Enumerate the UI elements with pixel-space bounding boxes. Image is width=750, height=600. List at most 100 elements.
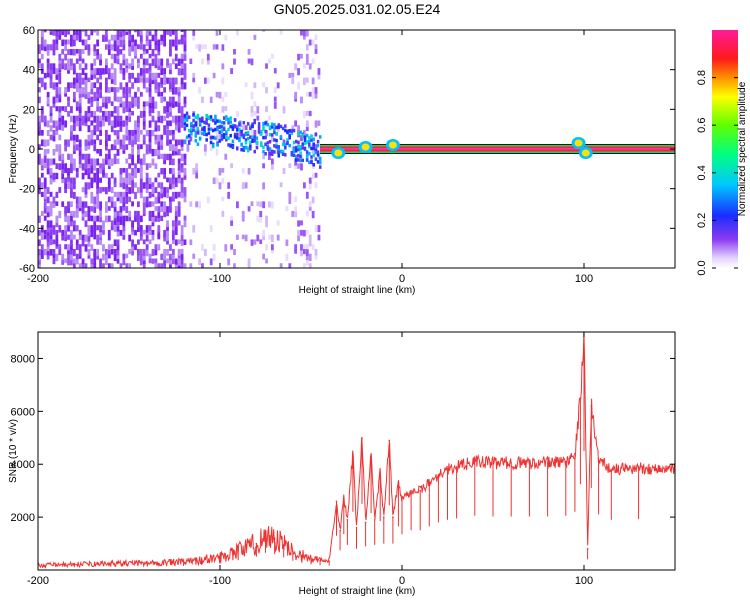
spectrogram-cell: [122, 39, 126, 45]
spectrogram-cell: [52, 129, 56, 137]
spectrogram-cell: [104, 139, 108, 146]
spectrogram-band-cell: [196, 116, 200, 120]
spectrogram-cell: [38, 120, 41, 127]
spectrogram-cell: [142, 263, 146, 268]
spectrogram-cell: [311, 196, 315, 204]
spectrogram-cell: [49, 30, 53, 35]
spectrogram-band-cell: [238, 122, 241, 126]
spectrogram-cell: [169, 201, 172, 207]
spectrogram-cell: [160, 253, 164, 261]
spectrogram-band-cell: [246, 148, 250, 153]
spectrogram-cell: [70, 39, 73, 47]
spectrogram-band-cell: [244, 138, 248, 142]
spectrogram-cell: [72, 210, 76, 218]
spectrogram-cell: [113, 44, 117, 52]
spectrogram-cell: [157, 263, 161, 268]
snr-point: [346, 518, 349, 521]
spectrogram-cell: [288, 196, 292, 205]
spectrogram-cell: [84, 82, 88, 90]
spectrogram-cell: [157, 58, 161, 66]
spectrogram-cell: [113, 239, 117, 247]
spectrogram-cell: [314, 253, 318, 260]
spectrogram-cell: [67, 201, 70, 209]
spectrogram-cell: [177, 96, 181, 103]
spectrogram-cell: [119, 68, 123, 74]
spectrogram-cell: [67, 68, 70, 74]
snr-point: [273, 537, 276, 540]
spectrogram-cell: [317, 68, 321, 75]
spectrogram-cell: [154, 139, 158, 145]
spectrogram-cell: [107, 49, 111, 56]
spectrogram-cell: [84, 210, 88, 217]
spectrogram-cell: [174, 87, 178, 95]
spectrogram-band-cell: [297, 158, 300, 162]
spectrogram-cell: [285, 239, 289, 247]
spectrogram-cell: [113, 201, 117, 208]
spectrogram-cell: [52, 149, 56, 156]
spectrogram-cell: [151, 77, 155, 85]
spectrogram-cell: [174, 139, 178, 146]
spectrogram-cell: [49, 220, 53, 228]
spectrogram-cell: [180, 39, 184, 45]
spectrogram-cell: [253, 34, 257, 40]
spectrogram-cell: [148, 106, 152, 114]
spectrogram-cell: [70, 220, 73, 227]
spectrogram-cell: [230, 68, 233, 74]
spectrogram-cell: [119, 63, 123, 70]
spectrogram-band-cell: [211, 135, 215, 140]
spectrogram-cell: [265, 220, 268, 228]
spectrogram-cell: [163, 87, 167, 93]
spectrogram-cell: [160, 215, 164, 222]
spectrogram-cell: [58, 134, 62, 141]
spectrogram-cell: [139, 110, 143, 118]
spectrogram-cell: [49, 239, 53, 246]
spectrogram-cell: [148, 239, 152, 245]
spectrogram-cell: [122, 106, 126, 114]
spectrogram-cell: [142, 196, 146, 203]
spectrogram-cell: [58, 225, 62, 233]
spectrogram-cell: [116, 196, 120, 202]
spectrogram-cell: [154, 72, 158, 80]
spectrogram-cell: [49, 191, 53, 197]
spectrogram-cell: [90, 120, 94, 126]
spectrogram-cell: [238, 129, 242, 137]
spectrogram-band-cell: [225, 137, 228, 142]
spectrogram-cell: [96, 177, 100, 185]
spectrogram-cell: [139, 187, 143, 193]
spectrogram-cell: [180, 82, 184, 90]
spectrogram-cell: [218, 168, 222, 176]
spectrogram-cell: [72, 77, 76, 85]
spectrogram-band-cell: [305, 133, 309, 138]
spectrogram-cell: [61, 39, 65, 47]
spectrogram-band-cell: [310, 155, 313, 159]
snr-point: [610, 468, 613, 471]
spectrogram-cell: [262, 153, 266, 160]
spectrogram-cell: [49, 168, 53, 176]
spectrogram-cell: [317, 225, 321, 233]
spectrogram-cell: [119, 139, 123, 147]
spectrogram-cell: [157, 87, 161, 93]
spectrogram-band-cell: [277, 145, 281, 149]
spectrogram-cell: [174, 239, 178, 246]
spectrogram-band-cell: [312, 163, 315, 167]
spectrogram-cell: [110, 120, 114, 127]
spectrogram-cell: [163, 96, 167, 102]
spectrogram-cell: [81, 239, 85, 247]
spectrogram-cell: [49, 44, 53, 51]
spectrogram-cell: [46, 58, 50, 64]
spectrogram-cell: [180, 182, 184, 190]
spectrogram-cell: [107, 110, 111, 118]
spectrogram-cell: [96, 68, 100, 76]
spectrogram-band-cell: [218, 119, 222, 124]
spectrogram-cell: [203, 77, 207, 84]
spectrogram-cell: [122, 134, 126, 140]
spectrogram-cell: [64, 87, 68, 94]
spectrogram-cell: [70, 248, 73, 255]
spectrogram-band-cell: [222, 135, 226, 140]
spectrogram-cell: [169, 120, 172, 127]
spectrogram-cell: [55, 234, 59, 242]
spectrogram-cell: [107, 153, 111, 160]
spectrogram-band-cell: [196, 131, 200, 135]
spectrogram-cell: [157, 215, 161, 222]
spectrogram-cell: [148, 215, 152, 222]
